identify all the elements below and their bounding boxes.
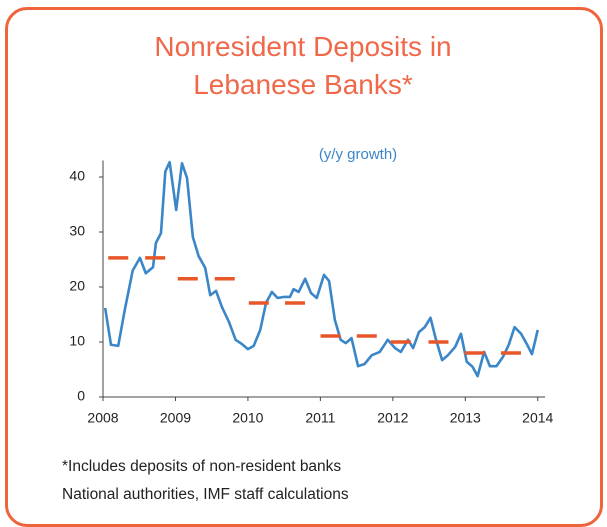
chart-title: Nonresident Deposits in Lebanese Banks* (154, 31, 452, 100)
card-border (5, 7, 603, 527)
x-tick-label: 2014 (522, 410, 553, 426)
x-tick-label: 2011 (305, 410, 335, 426)
x-tick-label: 2013 (450, 410, 481, 426)
x-tick-label: 2009 (160, 410, 191, 426)
y-tick-label: 0 (77, 388, 85, 404)
y-tick-label: 30 (69, 223, 85, 239)
y-tick-label: 10 (69, 333, 85, 349)
x-tick-label: 2010 (232, 410, 263, 426)
x-tick-label: 2008 (87, 410, 118, 426)
y-tick-label: 40 (69, 168, 85, 184)
chart-subtitle: (y/y growth) (319, 146, 397, 163)
source: National authorities, IMF staff calculat… (62, 486, 349, 503)
footnote: *Includes deposits of non-resident banks (62, 458, 342, 475)
x-tick-label: 2012 (377, 410, 408, 426)
line-series (103, 160, 540, 378)
y-tick-label: 20 (69, 278, 85, 294)
